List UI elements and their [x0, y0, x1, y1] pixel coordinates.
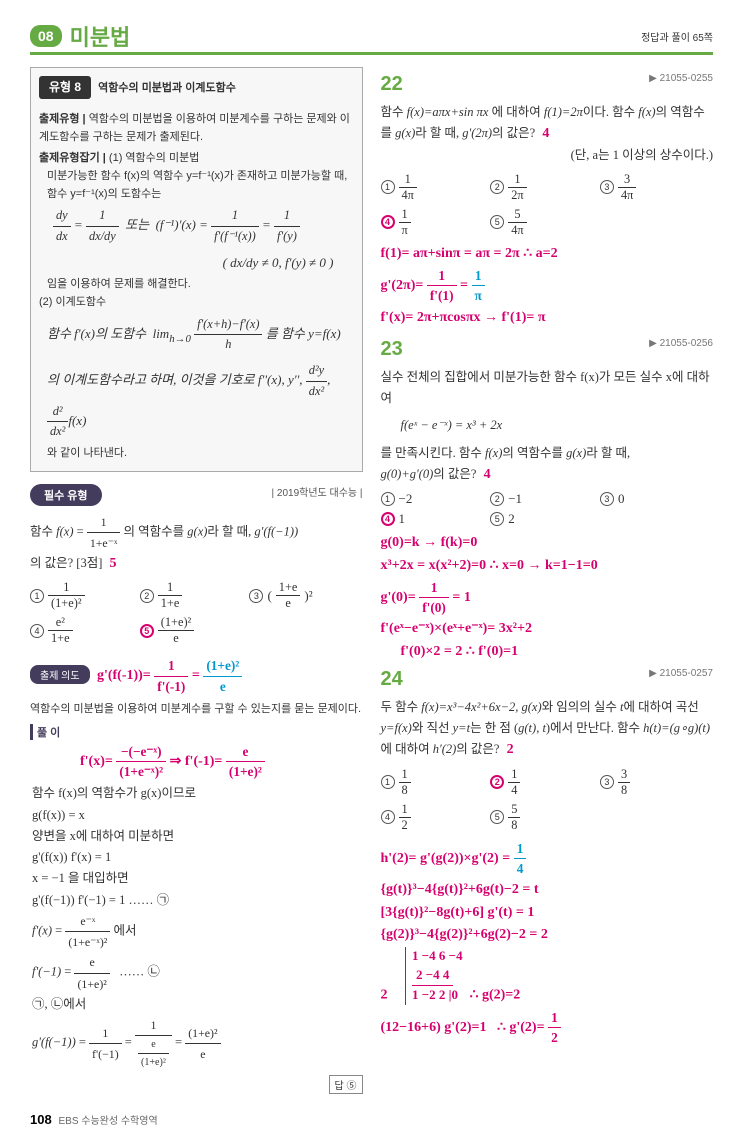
intent-text: 역함수의 미분법을 이용하여 미분계수를 구할 수 있는지를 묻는 문제이다.	[30, 700, 363, 716]
choice-2[interactable]: 2	[490, 492, 504, 506]
choice-3[interactable]: 3	[249, 589, 263, 603]
handwritten: g'(f(-1))= 1f'(-1) = (1+e)²e	[97, 668, 242, 683]
choice-3[interactable]: 3	[600, 775, 614, 789]
choices: 11(1+e)² 211+e 3(1+ee)² 4e²1+e 5(1+e)²e	[30, 580, 363, 646]
problem-text: 함수 f(x) = 11+e⁻ˣ 의 역함수를 g(x)라 할 때, g'(f(…	[30, 512, 363, 575]
solution-line: f'(−1) = e(1+e)² …… ㉡	[32, 952, 363, 993]
handwritten: f'(x)= 2π+πcosπx → f'(1)= π	[381, 308, 714, 328]
text: (1) 역함수의 미분법	[109, 152, 199, 164]
solution-line: g'(f(x)) f'(x) = 1	[32, 847, 363, 868]
formula-cond: ( dx/dy ≠ 0, f'(y) ≠ 0 )	[39, 250, 354, 277]
text: (2) 이계도함수	[39, 294, 354, 312]
must-pill: 필수 유형	[30, 484, 102, 506]
handwritten-answer: 4	[484, 467, 491, 482]
question-code: ▶ 21055-0255	[649, 73, 713, 84]
question-number: 24	[381, 668, 403, 690]
handwritten: {g(t)}³−4{g(t)}²+6g(t)−2 = t	[381, 880, 714, 900]
solution-line: 함수 f(x)의 역함수가 g(x)이므로	[32, 783, 363, 804]
text: 미분가능한 함수 f(x)의 역함수 y=f⁻¹(x)가 존재하고 미분가능할 …	[39, 168, 354, 203]
question-number: 23	[381, 338, 403, 360]
choices: 1−2 2−1 30 41 52	[381, 491, 714, 527]
handwritten: h'(2)= g'(g(2))×g'(2) = 14	[381, 839, 714, 879]
choice-4-picked[interactable]: 4	[381, 512, 395, 526]
page: 08 미분법 정답과 풀이 65쪽 유형 8 역함수의 미분법과 이계도함수 출…	[0, 0, 743, 1147]
problem-text: 를 만족시킨다. 함수 f(x)의 역함수를 g(x)라 할 때,g(0)+g'…	[381, 443, 714, 486]
choice-1[interactable]: 1	[381, 775, 395, 789]
book-title: EBS 수능완성 수학영역	[58, 1116, 157, 1127]
question-code: ▶ 21055-0256	[649, 338, 713, 349]
choice-2-picked[interactable]: 2	[490, 775, 504, 789]
choice-1[interactable]: 1	[381, 492, 395, 506]
handwritten: f'(eˣ−e⁻ˣ)×(eˣ+e⁻ˣ)= 3x²+2	[381, 619, 714, 639]
choice-4[interactable]: 4	[30, 624, 44, 638]
handwritten: [3{g(t)}²−8g(t)+6] g'(t) = 1	[381, 903, 714, 923]
handwritten: g'(0)= 1f'(0) = 1	[381, 578, 714, 618]
two-column-layout: 유형 8 역함수의 미분법과 이계도함수 출제유형 | 역함수의 미분법을 이용…	[30, 67, 713, 1094]
problem-text: 두 함수 f(x)=x³−4x²+6x−2, g(x)와 임의의 실수 t에 대…	[381, 697, 714, 761]
choice-4-picked[interactable]: 4	[381, 215, 395, 229]
chapter-header: 08 미분법 정답과 풀이 65쪽	[30, 20, 713, 55]
chapter-title: 미분법	[70, 20, 642, 52]
type-header-badge: 유형 8	[39, 76, 91, 99]
choice-5-picked[interactable]: 5	[140, 624, 154, 638]
type-title: 역함수의 미분법과 이계도함수	[98, 82, 236, 94]
choice-1[interactable]: 1	[30, 589, 44, 603]
text: 역함수의 미분법을 이용하여 미분계수를 구하는 문제와 이계도함수를 구하는 …	[39, 113, 350, 143]
text: 임을 이용하여 문제를 해결한다.	[39, 276, 354, 294]
right-column: 22▶ 21055-0255 함수 f(x)=aπx+sin πx 에 대하여 …	[381, 67, 714, 1094]
answer-box: 답 ⑤	[329, 1075, 363, 1094]
problem-text: 함수 f(x)=aπx+sin πx 에 대하여 f(1)=2π이다. 함수 f…	[381, 102, 714, 166]
handwritten: (12−16+6) g'(2)=1 ∴ g'(2)= 12	[381, 1008, 714, 1048]
label: 출제유형 |	[39, 113, 86, 125]
choice-1[interactable]: 1	[381, 180, 395, 194]
handwritten: x³+2x = x(x²+2)=0 ∴ x=0 → k=1−1=0	[381, 556, 714, 576]
solution-line: x = −1 을 대입하면	[32, 868, 363, 889]
handwritten-answer: 4	[542, 126, 549, 141]
question-number: 22	[381, 73, 403, 95]
choice-3[interactable]: 3	[600, 492, 614, 506]
handwritten-synthetic-division: 2 1 −4 6 −4 2 −4 4 1 −2 2 |0 ∴ g(2)=2	[381, 947, 714, 1006]
question-code: ▶ 21055-0257	[649, 668, 713, 679]
problem-text: 실수 전체의 집합에서 미분가능한 함수 f(x)가 모든 실수 x에 대하여	[381, 367, 714, 410]
page-footer: 108 EBS 수능완성 수학영역	[30, 1112, 713, 1127]
solution-line: 양변을 x에 대하여 미분하면	[32, 826, 363, 847]
choices: 114π 212π 334π 41π 554π	[381, 172, 714, 238]
choice-5[interactable]: 5	[490, 215, 504, 229]
solution-line: g(f(x)) = x	[32, 805, 363, 826]
left-column: 유형 8 역함수의 미분법과 이계도함수 출제유형 | 역함수의 미분법을 이용…	[30, 67, 363, 1094]
exam-year: | 2019학년도 대수능 |	[272, 484, 363, 499]
page-number: 108	[30, 1112, 52, 1127]
choice-2[interactable]: 2	[490, 180, 504, 194]
choice-5[interactable]: 5	[490, 810, 504, 824]
formula: 의 이계도함수라고 하며, 이것을 기호로 f''(x), y'', d²ydx…	[39, 358, 354, 445]
handwritten: g(0)=k → f(k)=0	[381, 533, 714, 553]
solution-line: f'(x) = e⁻ˣ(1+e⁻ˣ)² 에서	[32, 911, 363, 952]
formula: 함수 f'(x)의 도함수 limh→0 f'(x+h)−f'(x)h 를 함수…	[39, 312, 354, 359]
handwritten: g'(2π)= 1f'(1) = 1π	[381, 266, 714, 306]
choice-2[interactable]: 2	[140, 589, 154, 603]
choice-3[interactable]: 3	[600, 180, 614, 194]
label: 출제유형잡기 |	[39, 152, 106, 164]
formula: dydx = 1dx/dy 또는 (f⁻¹)'(x) = 1f'(f⁻¹(x))…	[39, 203, 354, 250]
intent-pill: 출제 의도	[30, 665, 90, 684]
handwritten-answer: 5	[110, 556, 117, 571]
choice-4[interactable]: 4	[381, 810, 395, 824]
handwritten-answer: 2	[507, 742, 514, 757]
answer-reference: 정답과 풀이 65쪽	[641, 29, 713, 44]
solution-label: 풀 이	[30, 724, 363, 740]
choices: 118 214 338 412 558	[381, 767, 714, 833]
handwritten: f(1)= aπ+sinπ = aπ = 2π ∴ a=2	[381, 244, 714, 264]
type-box: 유형 8 역함수의 미분법과 이계도함수 출제유형 | 역함수의 미분법을 이용…	[30, 67, 363, 472]
choice-5[interactable]: 5	[490, 512, 504, 526]
solution-line: g'(f(−1)) = 1f'(−1) = 1e(1+e)² = (1+e)²e	[32, 1015, 363, 1072]
handwritten: f'(0)×2 = 2 ∴ f'(0)=1	[381, 642, 714, 662]
chapter-number: 08	[30, 25, 62, 47]
solution-line: ㉠, ㉡에서	[32, 994, 363, 1015]
condition: (단, a는 1 이상의 상수이다.)	[381, 145, 714, 166]
handwritten: {g(2)}³−4{g(2)}²+6g(2)−2 = 2	[381, 925, 714, 945]
handwritten: f'(x)= −(−e⁻ˣ)(1+e⁻ˣ)² ⇒ f'(-1)= e(1+e)²	[80, 742, 363, 782]
solution-line: g'(f(−1)) f'(−1) = 1 …… ㉠	[32, 890, 363, 911]
problem-equation: f(eˣ − e⁻ˣ) = x³ + 2x	[381, 415, 714, 436]
text: 와 같이 나타낸다.	[39, 445, 354, 463]
